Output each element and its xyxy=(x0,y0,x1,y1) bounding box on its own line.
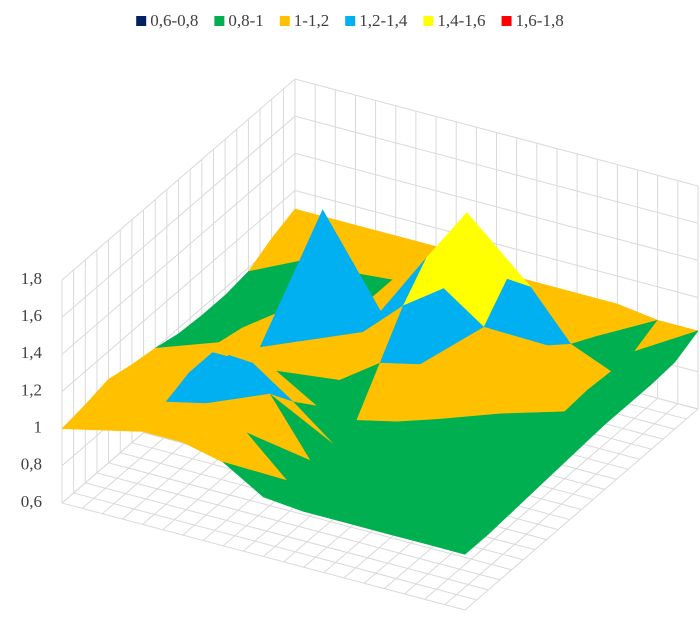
floor-line xyxy=(61,502,466,611)
floor-line xyxy=(108,462,512,571)
legend: 0,6-0,8 0,8-1 1-1,2 1,2-1,4 1,4-1,6 1,6-1,8 xyxy=(136,11,564,30)
floor-line xyxy=(424,397,659,600)
legend-swatch xyxy=(345,16,356,26)
legend-label: 1,6-1,8 xyxy=(516,11,564,30)
z-tick-label: 0,6 xyxy=(21,492,42,511)
floor-line xyxy=(85,482,489,591)
legend-label: 1,2-1,4 xyxy=(359,11,408,30)
grid-line xyxy=(61,189,699,392)
legend-label: 0,6-0,8 xyxy=(150,11,198,30)
legend-label: 1-1,2 xyxy=(294,11,329,30)
legend-swatch xyxy=(136,16,147,26)
z-tick-label: 1,2 xyxy=(21,380,42,399)
floor-line xyxy=(464,408,699,611)
legend-swatch xyxy=(279,16,290,26)
legend-swatch xyxy=(501,16,512,26)
legend-swatch xyxy=(214,16,225,26)
legend-label: 1,4-1,6 xyxy=(437,11,485,30)
surface-facet xyxy=(424,533,489,555)
grid-line xyxy=(61,115,699,318)
grid-line xyxy=(61,78,699,281)
surface xyxy=(61,208,699,555)
z-tick-label: 0,8 xyxy=(21,455,42,474)
grid-line xyxy=(61,152,699,355)
z-tick-label: 1,8 xyxy=(21,269,42,288)
z-tick-label: 1,6 xyxy=(21,306,42,325)
legend-label: 0,8-1 xyxy=(228,11,263,30)
floor-line xyxy=(96,472,501,581)
z-tick-label: 1 xyxy=(34,418,43,437)
z-tick-label: 1,4 xyxy=(21,343,43,362)
legend-swatch xyxy=(423,16,434,26)
floor-line xyxy=(444,403,679,606)
floor-line xyxy=(73,492,477,601)
z-axis: 0,6 0,8 1 1,2 1,4 1,6 1,8 xyxy=(21,269,43,511)
